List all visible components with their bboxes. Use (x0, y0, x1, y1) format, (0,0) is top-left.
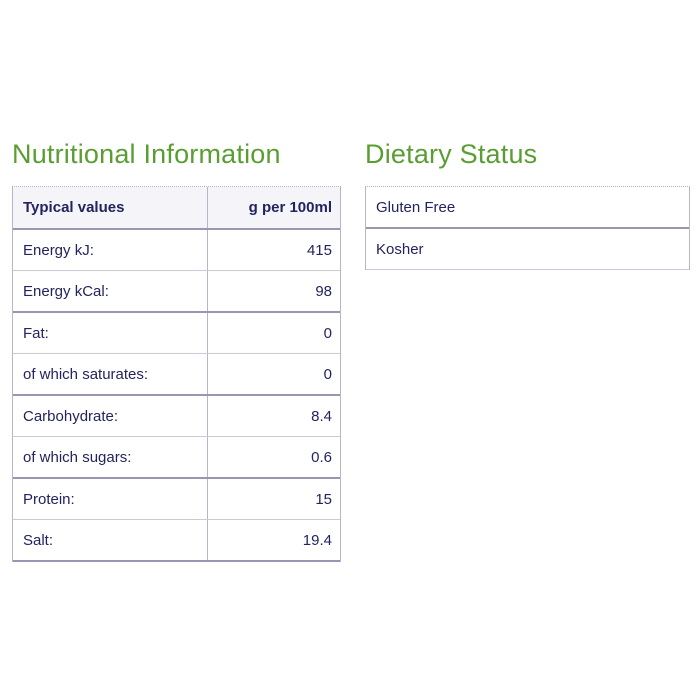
nutrition-row-salt: Salt: 19.4 (13, 520, 340, 562)
nutrition-row-label: of which saturates: (13, 354, 208, 394)
dietary-row-label: Gluten Free (376, 198, 456, 216)
nutrition-row-label: Protein: (13, 479, 208, 519)
dietary-row-label: Kosher (376, 240, 424, 258)
dietary-row-kosher: Kosher (366, 229, 689, 270)
nutrition-row-value: 98 (315, 282, 332, 300)
nutrition-row-value: 0 (323, 365, 332, 383)
nutrition-row-value: 415 (306, 241, 332, 259)
nutrition-row-label: Fat: (13, 313, 208, 353)
dietary-status-title: Dietary Status (365, 139, 538, 169)
nutrition-row-fat: Fat: 0 (13, 313, 340, 354)
nutritional-information-table: Typical values g per 100ml Energy kJ: 41… (12, 186, 341, 562)
nutrition-row-label: Carbohydrate: (13, 396, 208, 436)
nutrition-row-label: Energy kJ: (13, 230, 208, 270)
nutrition-row-energy-kcal: Energy kCal: 98 (13, 271, 340, 313)
nutrition-row-value: 8.4 (311, 407, 332, 425)
nutrition-row-value: 19.4 (302, 531, 332, 549)
nutrition-row-label: Salt: (13, 520, 208, 560)
nutrition-row-label: of which sugars: (13, 437, 208, 477)
dietary-row-gluten-free: Gluten Free (366, 187, 689, 229)
nutrition-row-label: Energy kCal: (13, 271, 208, 311)
dietary-status-section: Dietary Status Gluten Free Kosher (365, 139, 690, 270)
nutrition-row-value: 15 (315, 490, 332, 508)
nutrition-row-energy-kj: Energy kJ: 415 (13, 230, 340, 271)
nutrition-row-protein: Protein: 15 (13, 479, 340, 520)
nutrition-row-value: 0 (323, 324, 332, 342)
nutrition-row-sugars: of which sugars: 0.6 (13, 437, 340, 479)
nutritional-information-title: Nutritional Information (12, 139, 281, 169)
nutrition-row-value: 0.6 (311, 448, 332, 466)
nutrition-header-unit: g per 100ml (248, 199, 332, 216)
nutrition-header-typical-values: Typical values (13, 187, 208, 228)
nutrition-row-carbohydrate: Carbohydrate: 8.4 (13, 396, 340, 437)
nutritional-information-section: Nutritional Information Typical values g… (12, 139, 341, 562)
dietary-status-table: Gluten Free Kosher (365, 186, 690, 270)
nutrition-row-saturates: of which saturates: 0 (13, 354, 340, 396)
nutrition-table-header-row: Typical values g per 100ml (13, 187, 340, 230)
